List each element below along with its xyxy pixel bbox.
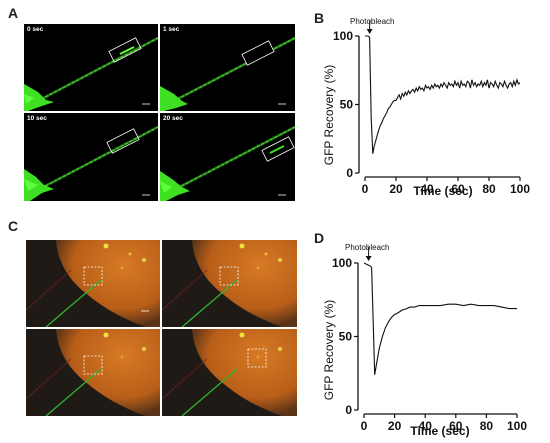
panel-a-image-grid: 0 sec 1 sec 10 sec (24, 24, 295, 201)
tile-time-label: 0 sec (27, 26, 44, 33)
x-tick-label: 60 (451, 182, 465, 196)
cell-image (162, 240, 297, 327)
x-tick-label: 0 (362, 182, 369, 196)
y-axis-label: GFP Recovery (%) (322, 65, 336, 165)
bleach-region-box (108, 37, 142, 63)
y-tick-label: 0 (346, 166, 353, 180)
x-axis-label: Time (sec) (413, 184, 472, 198)
bleach-region-box (261, 136, 295, 162)
cell-image (162, 329, 297, 416)
x-tick-label: 20 (389, 182, 403, 196)
panel-a-tile-10s: 10 sec (24, 113, 158, 201)
panel-b-chart: Photobleach 0 50 100 0 20 40 60 80 100 GFP Recov… (322, 17, 530, 198)
panel-c-image-grid (26, 240, 297, 416)
bleach-region-box (83, 266, 103, 286)
x-tick-label: 100 (507, 419, 527, 433)
panel-letter-d: D (314, 230, 325, 246)
y-tick-label: 100 (332, 256, 352, 270)
photobleach-arrowhead (365, 256, 372, 261)
panel-a-tile-1s: 1 sec (160, 24, 295, 111)
x-tick-label: 40 (419, 419, 433, 433)
panel-letter-c: C (8, 218, 19, 234)
y-tick-label: 50 (339, 330, 353, 344)
y-axis-label: GFP Recovery (%) (322, 300, 336, 400)
bleach-region-box (106, 128, 140, 154)
panel-a-tile-20s: 20 sec (160, 113, 295, 201)
bleach-region-box (241, 40, 275, 66)
cell-image (26, 240, 160, 327)
x-tick-label: 80 (482, 182, 496, 196)
panel-a-tile-0s: 0 sec (24, 24, 158, 111)
recovery-line (365, 35, 521, 154)
fluorescence-image (24, 113, 158, 201)
bleach-region-box (219, 266, 239, 286)
y-tick-label: 50 (340, 98, 354, 112)
panel-c-tile-2 (162, 240, 297, 327)
fluorescence-image (160, 113, 295, 201)
panel-letter-a: A (8, 5, 19, 21)
bleach-region-box (83, 355, 103, 375)
panel-d-chart: Photobleach 0 50 100 0 20 40 60 80 100 GFP Recov… (322, 243, 527, 438)
bleach-region-box (247, 348, 267, 368)
recovery-line (363, 262, 517, 375)
panel-letter-b: B (314, 10, 325, 26)
panel-c-tile-3 (26, 329, 160, 416)
tile-time-label: 10 sec (27, 115, 47, 122)
x-tick-label: 0 (361, 419, 368, 433)
tile-time-label: 1 sec (163, 26, 180, 33)
photobleach-annotation: Photobleach (350, 17, 394, 26)
x-tick-label: 60 (449, 419, 463, 433)
x-tick-label: 100 (510, 182, 530, 196)
x-tick-label: 80 (480, 419, 494, 433)
tile-time-label: 20 sec (163, 115, 183, 122)
x-tick-label: 40 (420, 182, 434, 196)
y-tick-label: 0 (345, 403, 352, 417)
photobleach-annotation: Photobleach (345, 243, 389, 252)
panel-c-tile-1 (26, 240, 160, 327)
x-axis-label: Time (sec) (410, 424, 469, 438)
fluorescence-image (160, 24, 295, 111)
y-tick-label: 100 (333, 29, 353, 43)
cell-image (26, 329, 160, 416)
photobleach-arrowhead (366, 29, 373, 34)
x-tick-label: 20 (388, 419, 402, 433)
panel-c-tile-4 (162, 329, 297, 416)
fluorescence-image (24, 24, 158, 111)
